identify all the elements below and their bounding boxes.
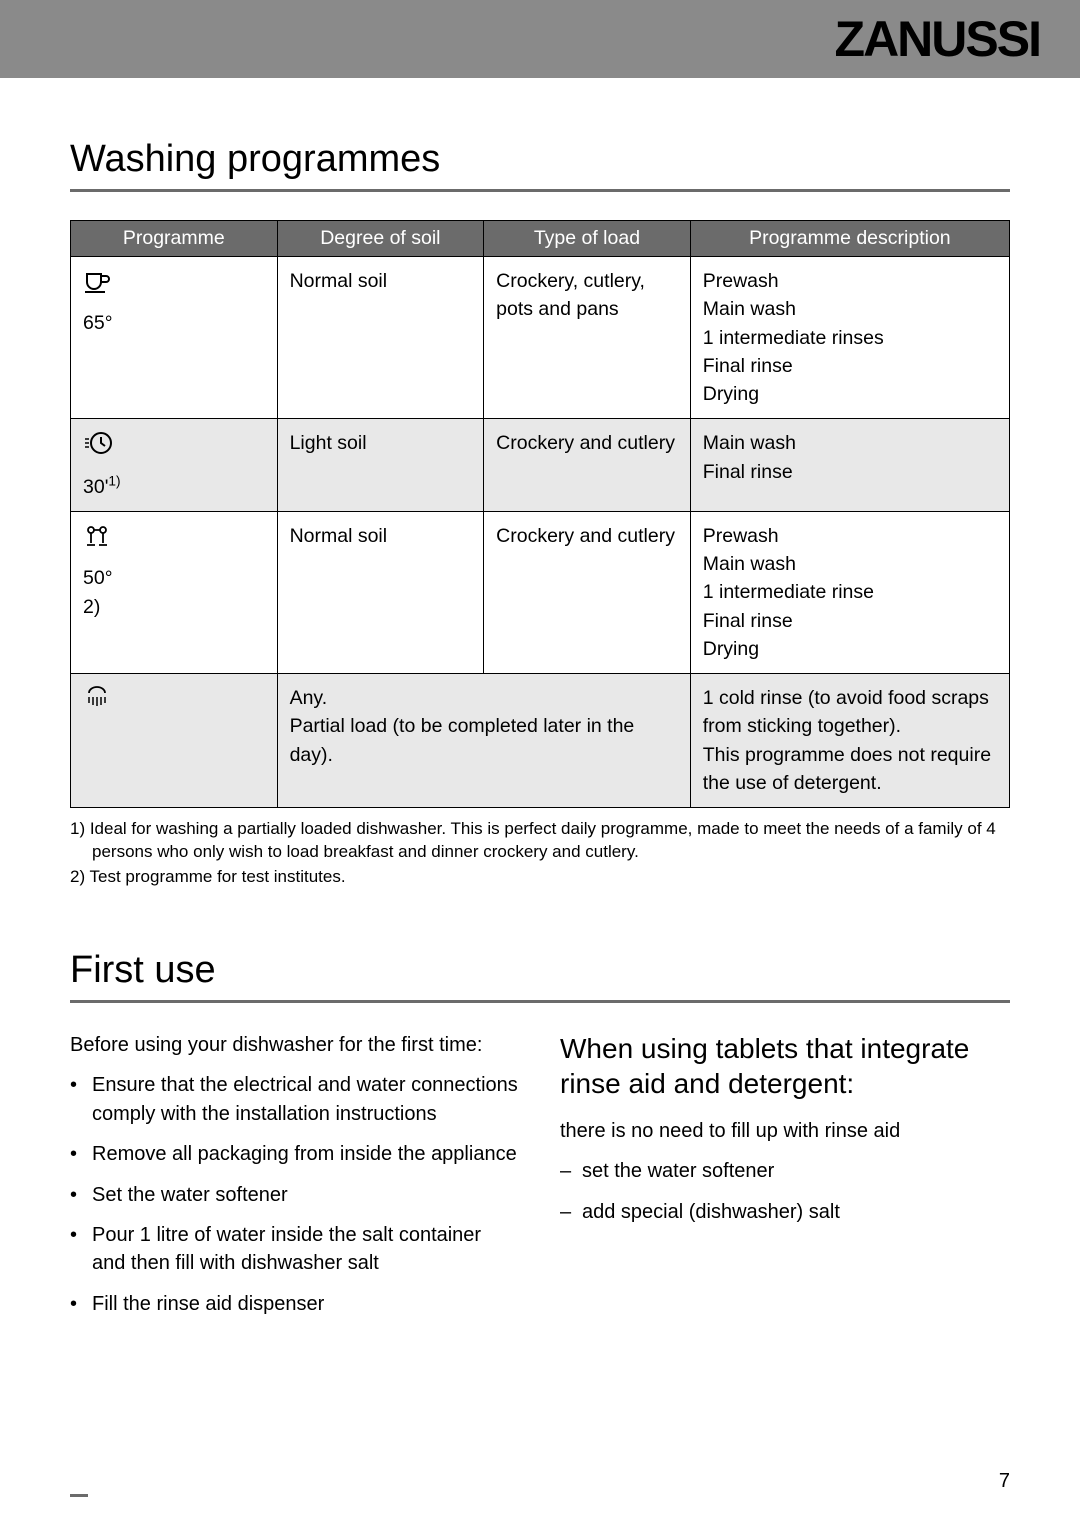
list-item: Fill the rinse aid dispenser [92, 1290, 520, 1318]
programme-label: 50° [83, 567, 113, 589]
tablets-heading: When using tablets that integrate rinse … [560, 1031, 1010, 1101]
table-header-cell: Programme description [690, 221, 1009, 257]
table-header: ProgrammeDegree of soilType of loadProgr… [71, 221, 1010, 257]
soil-cell: Normal soil [277, 511, 484, 673]
description-cell: 1 cold rinse (to avoid food scraps from … [690, 674, 1009, 808]
programme-cell: 30'1) [71, 419, 278, 511]
table-row: 50°2)Normal soilCrockery and cutleryPrew… [71, 511, 1010, 673]
description-cell: Main washFinal rinse [690, 419, 1009, 511]
glasses-icon [83, 522, 265, 561]
tablets-intro: there is no need to fill up with rinse a… [560, 1117, 1010, 1145]
list-item: set the water softener [582, 1157, 1010, 1185]
merged-cell: Any.Partial load (to be completed later … [277, 674, 690, 808]
description-cell: PrewashMain wash1 intermediate rinsesFin… [690, 257, 1009, 419]
programme-label: 65° [83, 312, 113, 334]
two-column-layout: Before using your dishwasher for the fir… [70, 1031, 1010, 1330]
table-header-cell: Degree of soil [277, 221, 484, 257]
load-cell: Crockery, cutlery, pots and pans [484, 257, 691, 419]
heading-rule [70, 189, 1010, 192]
brand-logo: ZANUSSI [835, 10, 1040, 68]
section-title-washing: Washing programmes [70, 138, 1010, 181]
first-use-intro: Before using your dishwasher for the fir… [70, 1031, 520, 1059]
header-bar: ZANUSSI [0, 0, 1080, 78]
programme-note: 2) [83, 596, 100, 618]
section-first-use: First use Before using your dishwasher f… [70, 949, 1010, 1330]
right-column: When using tablets that integrate rinse … [560, 1031, 1010, 1330]
description-cell: PrewashMain wash1 intermediate rinseFina… [690, 511, 1009, 673]
tablets-list: set the water softener add special (dishw… [560, 1157, 1010, 1226]
table-row: 30'1) Light soilCrockery and cutleryMain … [71, 419, 1010, 511]
page-content: Washing programmes ProgrammeDegree of so… [0, 78, 1080, 1330]
list-item: Remove all packaging from inside the app… [92, 1140, 520, 1168]
table-row: 65° Normal soilCrockery, cutlery, pots an… [71, 257, 1010, 419]
clock-icon [83, 429, 265, 467]
table-header-cell: Type of load [484, 221, 691, 257]
soil-cell: Light soil [277, 419, 484, 511]
first-use-list: Ensure that the electrical and water con… [70, 1071, 520, 1318]
list-item: Ensure that the electrical and water con… [92, 1071, 520, 1128]
soil-cell: Normal soil [277, 257, 484, 419]
table-header-cell: Programme [71, 221, 278, 257]
programme-cell [71, 674, 278, 808]
programme-label: 30'1) [83, 476, 121, 498]
footnote: 2) Test programme for test institutes. [70, 866, 1010, 889]
list-item: add special (dishwasher) salt [582, 1198, 1010, 1226]
page-number: 7 [999, 1470, 1010, 1493]
shower-icon [83, 684, 265, 722]
programme-cell: 50°2) [71, 511, 278, 673]
page-rule [70, 1494, 88, 1497]
load-cell: Crockery and cutlery [484, 511, 691, 673]
left-column: Before using your dishwasher for the fir… [70, 1031, 520, 1330]
heading-rule [70, 1000, 1010, 1003]
footnotes: 1) Ideal for washing a partially loaded … [70, 818, 1010, 889]
load-cell: Crockery and cutlery [484, 419, 691, 511]
cup-icon [83, 267, 265, 305]
programme-cell: 65° [71, 257, 278, 419]
table-row: Any.Partial load (to be completed later … [71, 674, 1010, 808]
section-title-first-use: First use [70, 949, 1010, 992]
footnote: 1) Ideal for washing a partially loaded … [70, 818, 1010, 864]
list-item: Pour 1 litre of water inside the salt co… [92, 1221, 520, 1278]
programmes-table: ProgrammeDegree of soilType of loadProgr… [70, 220, 1010, 808]
list-item: Set the water softener [92, 1181, 520, 1209]
